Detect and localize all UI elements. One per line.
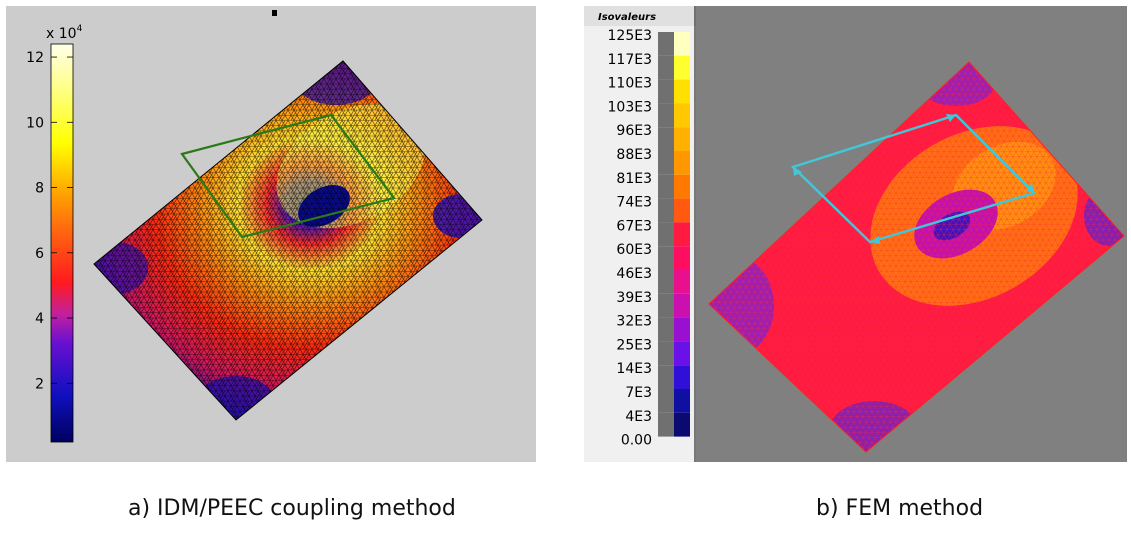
colorbar-ticks: 12 10 8 6 4 2 xyxy=(26,50,73,392)
legend-swatch xyxy=(674,174,690,199)
legend-swatch xyxy=(674,127,690,151)
legend-swatch-gap xyxy=(658,389,674,413)
legend-swatch xyxy=(674,412,690,437)
figure-a-panel: x 104 12 10 8 6 4 2 xyxy=(6,6,536,462)
legend-swatch-gap xyxy=(658,198,674,223)
legend-swatch-gap xyxy=(658,317,674,342)
legend-swatch-gap xyxy=(658,246,674,270)
legend-swatch-gap xyxy=(658,103,674,128)
legend-swatch-gap xyxy=(658,32,674,56)
legend-swatch xyxy=(674,317,690,342)
colorbar-tick-label: 10 xyxy=(26,115,44,131)
legend-swatch-gap xyxy=(658,127,674,151)
legend-swatch-gap xyxy=(658,222,674,247)
field-plate xyxy=(94,61,482,420)
legend-scale: 125E3 117E3 110E3 103E3 96E3 88E3 81E3 74E3 67E3… xyxy=(608,28,690,449)
legend-swatch xyxy=(674,79,690,104)
legend-value-label: 125E3 xyxy=(608,28,652,44)
legend-value-label: 46E3 xyxy=(616,266,652,282)
legend-value-label: 96E3 xyxy=(616,123,652,139)
legend-swatch-gap xyxy=(658,151,674,175)
legend-value-label: 0.00 xyxy=(621,433,652,449)
legend-value-label: 60E3 xyxy=(616,242,652,258)
legend-swatch-gap xyxy=(658,270,674,294)
caption-b: b) FEM method xyxy=(816,496,984,521)
legend-swatch-gap xyxy=(658,55,674,80)
plate-outline xyxy=(93,60,483,421)
legend-swatch-gap xyxy=(658,341,674,366)
legend-value-label: 103E3 xyxy=(608,99,652,115)
legend-swatch xyxy=(674,151,690,175)
legend-value-label: 39E3 xyxy=(616,290,652,306)
legend-value-label: 25E3 xyxy=(616,337,652,353)
legend-swatch-gap xyxy=(658,293,674,318)
figure-b-plot: Isovaleurs 125E3 117E3 110E3 103E3 96E3 88E3 8… xyxy=(584,6,1127,462)
legend-value-label: 67E3 xyxy=(616,218,652,234)
legend-swatch xyxy=(674,389,690,413)
legend-value-label: 81E3 xyxy=(616,171,652,187)
colorbar-tick-label: 12 xyxy=(26,50,44,66)
colorbar-tick-label: 6 xyxy=(35,246,44,262)
figure-a-plot: x 104 12 10 8 6 4 2 xyxy=(26,10,483,443)
legend-value-label: 7E3 xyxy=(625,385,652,401)
legend-swatch-gap xyxy=(658,365,674,389)
legend-header xyxy=(584,6,696,26)
legend-value-label: 32E3 xyxy=(616,314,652,330)
legend-swatch xyxy=(674,103,690,128)
legend-swatch xyxy=(674,246,690,270)
coil-loop xyxy=(180,113,396,239)
legend-swatch-gap xyxy=(658,79,674,104)
colorbar xyxy=(50,43,74,443)
colorbar-tick-label: 8 xyxy=(35,181,44,197)
colorbar-multiplier: x 104 xyxy=(46,24,83,42)
legend-swatch xyxy=(674,270,690,294)
plot-marker xyxy=(272,10,277,16)
legend-swatch xyxy=(674,293,690,318)
legend-swatch xyxy=(674,222,690,247)
coil-arrowheads xyxy=(793,114,1034,244)
legend-swatch xyxy=(674,32,690,56)
legend-value-label: 110E3 xyxy=(608,76,652,92)
colorbar-tick-label: 2 xyxy=(35,376,44,392)
legend-swatch-gap xyxy=(658,174,674,199)
caption-a: a) IDM/PEEC coupling method xyxy=(128,496,456,521)
legend-value-label: 117E3 xyxy=(608,52,652,68)
legend-swatch xyxy=(674,341,690,366)
legend-swatch xyxy=(674,365,690,389)
legend-swatch xyxy=(674,55,690,80)
legend-value-label: 74E3 xyxy=(616,195,652,211)
legend-title: Isovaleurs xyxy=(598,12,656,23)
legend-value-label: 88E3 xyxy=(616,147,652,163)
colorbar-tick-label: 4 xyxy=(35,311,44,327)
plate-outline-fem xyxy=(708,61,1125,453)
legend-value-label: 4E3 xyxy=(625,409,652,425)
legend-swatch-gap xyxy=(658,412,674,437)
figure-b-panel: Isovaleurs 125E3 117E3 110E3 103E3 96E3 88E3 8… xyxy=(584,6,1127,462)
legend-value-label: 14E3 xyxy=(616,361,652,377)
legend-swatch xyxy=(674,198,690,223)
